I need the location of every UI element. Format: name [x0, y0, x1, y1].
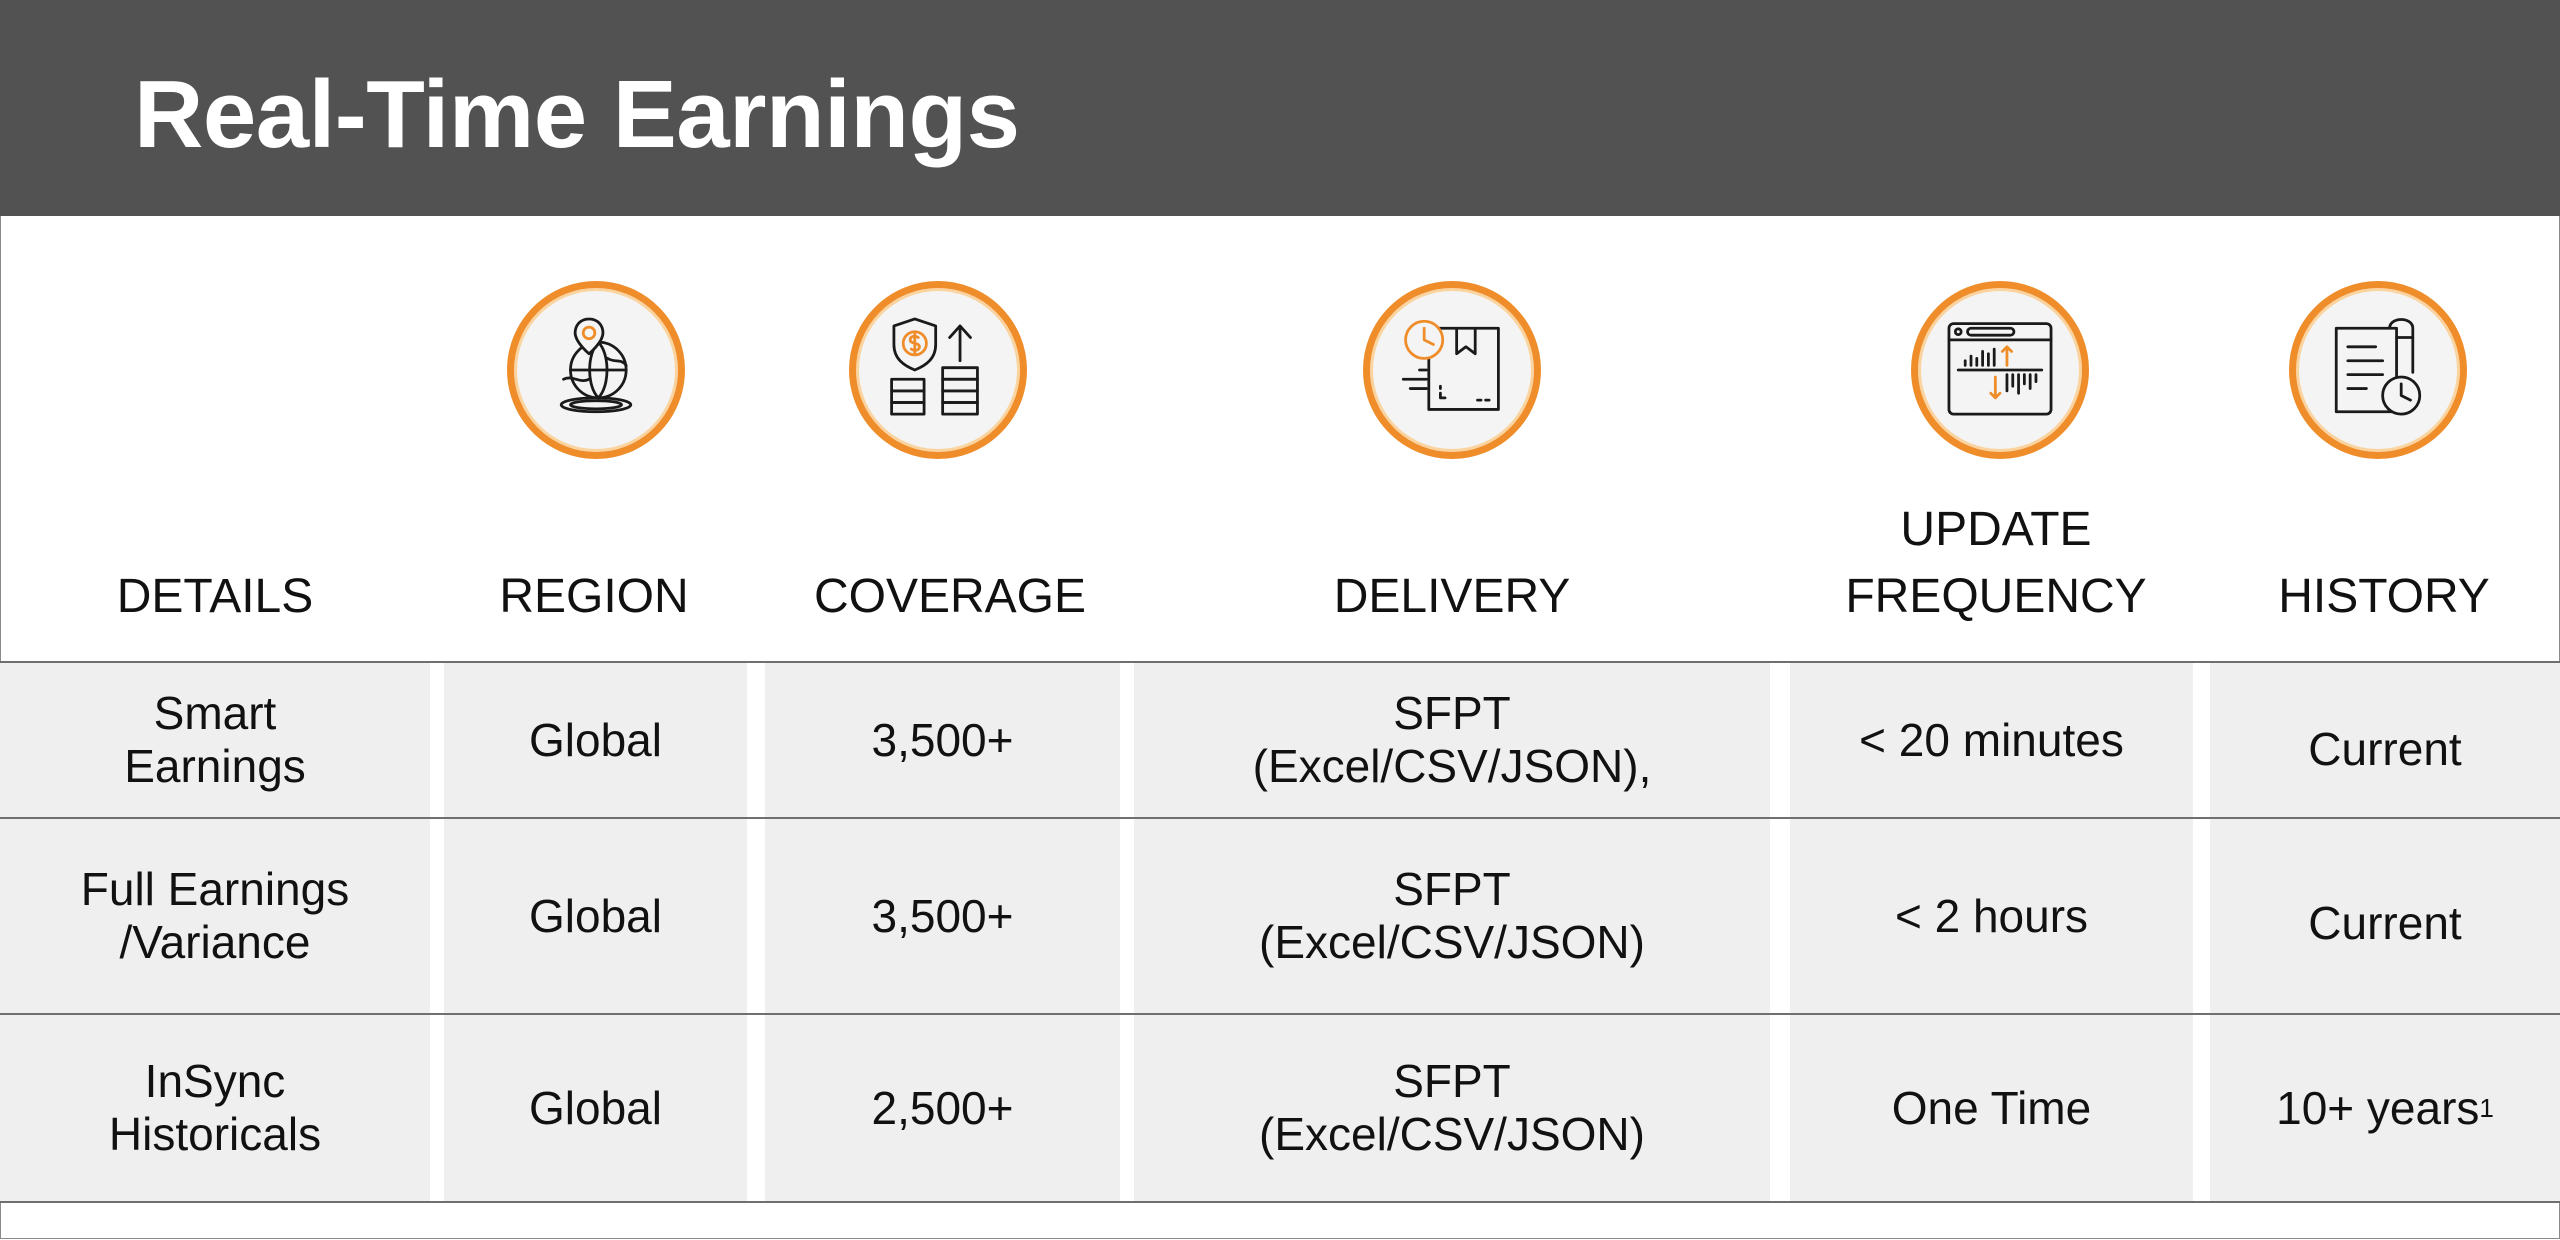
- cell-update-frequency: One Time: [1790, 1015, 2193, 1201]
- cell-coverage: 3,500+: [765, 819, 1120, 1013]
- cell-details: Smart Earnings: [0, 663, 430, 817]
- column-header-delivery: DELIVERY: [1134, 490, 1770, 630]
- cell-details: InSync Historicals: [0, 1015, 430, 1201]
- row-divider: [0, 1013, 2560, 1015]
- cell-delivery: SFPT (Excel/CSV/JSON): [1134, 819, 1770, 1013]
- row-divider: [0, 661, 2560, 663]
- column-header-label: COVERAGE: [813, 570, 1087, 623]
- column-header-label: REGION: [499, 570, 689, 623]
- shield-coins-icon: [849, 281, 1027, 459]
- cell-update-frequency: < 20 minutes: [1790, 663, 2193, 817]
- cell-coverage: 3,500+: [765, 663, 1120, 817]
- cell-history: Current: [2210, 663, 2560, 817]
- cell-update-frequency: < 2 hours: [1790, 819, 2193, 1013]
- cell-coverage: 2,500+: [765, 1015, 1120, 1201]
- cell-region: Global: [444, 819, 747, 1013]
- title-bar: Real-Time Earnings: [0, 0, 2560, 216]
- package-clock-icon: [1363, 281, 1541, 459]
- column-header-label: UPDATE FREQUENCY: [1845, 503, 2147, 623]
- column-header-coverage: COVERAGE: [762, 490, 1138, 630]
- column-header-details: DETAILS: [40, 490, 390, 630]
- cell-details: Full Earnings /Variance: [0, 819, 430, 1013]
- cell-history: 10+ years 1: [2210, 1015, 2560, 1201]
- column-header-update-frequency: UPDATE FREQUENCY: [1790, 490, 2202, 630]
- document-clock-icon: [2289, 281, 2467, 459]
- column-header-label: DETAILS: [116, 570, 314, 623]
- cell-history: Current: [2210, 819, 2560, 1013]
- cell-delivery: SFPT (Excel/CSV/JSON),: [1134, 663, 1770, 817]
- dashboard-chart-icon: [1911, 281, 2089, 459]
- cell-region: Global: [444, 1015, 747, 1201]
- cell-delivery: SFPT (Excel/CSV/JSON): [1134, 1015, 1770, 1201]
- globe-location-icon: [507, 281, 685, 459]
- row-divider: [0, 1201, 2560, 1203]
- column-header-history: HISTORY: [2210, 490, 2558, 630]
- column-header-region: REGION: [444, 490, 744, 630]
- column-header-label: HISTORY: [2278, 570, 2490, 623]
- cell-region: Global: [444, 663, 747, 817]
- row-divider: [0, 817, 2560, 819]
- page-title: Real-Time Earnings: [134, 61, 1020, 168]
- column-header-label: DELIVERY: [1333, 570, 1571, 623]
